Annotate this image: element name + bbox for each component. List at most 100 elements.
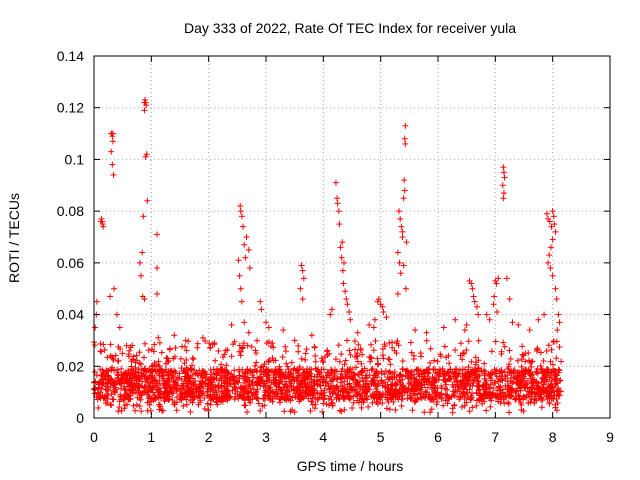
data-point xyxy=(529,388,536,395)
data-point xyxy=(297,285,304,292)
data-point xyxy=(189,355,196,362)
data-point xyxy=(525,366,532,373)
data-point xyxy=(240,379,247,386)
data-point xyxy=(538,404,545,411)
data-point xyxy=(487,389,494,396)
data-point xyxy=(340,259,347,266)
data-point xyxy=(321,392,328,399)
data-point xyxy=(413,367,420,374)
data-point xyxy=(553,296,560,303)
data-point xyxy=(281,408,288,415)
data-point xyxy=(120,393,127,400)
data-point xyxy=(227,393,234,400)
data-point xyxy=(242,385,249,392)
data-point xyxy=(172,385,179,392)
data-point xyxy=(211,340,218,347)
data-point xyxy=(379,352,386,359)
data-point xyxy=(255,395,262,402)
data-point xyxy=(375,296,382,303)
data-point xyxy=(191,366,198,373)
data-point xyxy=(346,308,353,315)
data-point xyxy=(393,340,400,347)
data-point xyxy=(253,359,260,366)
data-point xyxy=(401,135,408,142)
data-point xyxy=(453,365,460,372)
data-point xyxy=(300,275,307,282)
data-point xyxy=(410,352,417,359)
data-point xyxy=(344,367,351,374)
data-point xyxy=(144,197,151,204)
x-tick-label: 9 xyxy=(606,429,614,445)
data-point xyxy=(189,399,196,406)
data-point xyxy=(399,234,406,240)
data-point xyxy=(342,288,349,295)
data-point xyxy=(362,381,369,388)
data-point xyxy=(330,389,337,396)
data-point xyxy=(266,392,273,399)
data-point xyxy=(240,223,247,230)
data-point xyxy=(518,356,525,363)
data-point xyxy=(210,375,217,382)
data-point xyxy=(553,407,560,414)
data-point xyxy=(373,388,380,395)
data-point xyxy=(374,298,381,305)
data-point xyxy=(351,346,358,353)
data-point xyxy=(504,365,511,372)
data-point xyxy=(492,393,499,400)
data-point xyxy=(329,390,336,397)
data-point xyxy=(423,391,430,398)
data-point xyxy=(156,401,163,408)
data-point xyxy=(503,275,510,282)
data-point xyxy=(122,386,129,393)
data-point xyxy=(545,259,552,266)
data-point xyxy=(495,275,502,282)
data-point xyxy=(474,365,481,372)
data-point xyxy=(367,358,374,365)
data-point xyxy=(241,319,248,326)
data-point xyxy=(320,359,327,366)
data-point xyxy=(245,246,252,253)
data-point xyxy=(183,396,190,403)
data-point xyxy=(272,381,279,388)
data-point xyxy=(284,373,291,380)
data-point xyxy=(434,389,441,396)
data-point xyxy=(214,401,221,408)
data-point xyxy=(468,358,475,365)
data-point xyxy=(241,395,248,402)
data-point xyxy=(184,373,191,380)
x-tick-label: 7 xyxy=(491,429,499,445)
data-point xyxy=(181,393,188,400)
data-point xyxy=(272,357,279,364)
data-point xyxy=(167,384,174,391)
data-point xyxy=(302,356,309,363)
data-point xyxy=(173,388,180,395)
data-point xyxy=(500,339,507,346)
data-point xyxy=(324,380,331,387)
data-point xyxy=(333,376,340,383)
data-point xyxy=(108,391,115,398)
data-point xyxy=(101,346,108,353)
data-point xyxy=(413,378,420,385)
data-point xyxy=(462,391,469,398)
data-point xyxy=(412,391,419,398)
data-point xyxy=(329,367,336,374)
data-point xyxy=(347,351,354,358)
data-point xyxy=(207,344,214,351)
data-point xyxy=(533,391,540,398)
data-point xyxy=(392,382,399,389)
data-point xyxy=(187,367,194,374)
data-point xyxy=(147,386,154,393)
data-point xyxy=(391,388,398,395)
data-point xyxy=(295,342,302,349)
data-point xyxy=(492,338,499,345)
data-point xyxy=(347,316,354,323)
data-point xyxy=(321,387,328,394)
y-tick-label: 0.1 xyxy=(65,151,85,167)
data-point xyxy=(353,364,360,371)
data-point xyxy=(488,397,495,404)
data-point xyxy=(187,408,194,415)
data-point xyxy=(238,213,245,220)
data-point xyxy=(545,342,552,349)
data-point xyxy=(493,280,500,287)
data-point xyxy=(506,347,513,354)
